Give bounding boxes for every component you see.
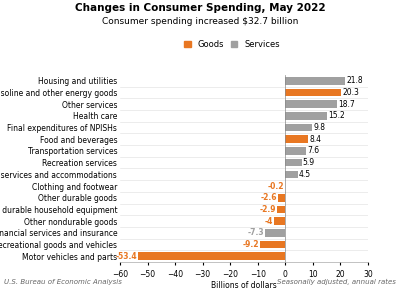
Text: 9.8: 9.8 xyxy=(314,123,326,132)
Bar xyxy=(285,135,308,143)
Text: 7.6: 7.6 xyxy=(307,146,320,156)
X-axis label: Billions of dollars: Billions of dollars xyxy=(211,281,277,288)
Text: 5.9: 5.9 xyxy=(303,158,315,167)
Text: U.S. Bureau of Economic Analysis: U.S. Bureau of Economic Analysis xyxy=(4,279,122,285)
Text: -2.9: -2.9 xyxy=(260,205,276,214)
Bar xyxy=(285,170,298,178)
Text: -53.4: -53.4 xyxy=(116,252,137,261)
Text: Seasonally adjusted, annual rates: Seasonally adjusted, annual rates xyxy=(277,279,396,285)
Bar xyxy=(260,241,285,248)
Text: 15.2: 15.2 xyxy=(328,111,345,120)
Text: Changes in Consumer Spending, May 2022: Changes in Consumer Spending, May 2022 xyxy=(75,3,325,13)
Text: 18.7: 18.7 xyxy=(338,100,355,109)
Text: 4.5: 4.5 xyxy=(299,170,311,179)
Text: -4: -4 xyxy=(265,217,273,226)
Bar xyxy=(138,252,285,260)
Bar xyxy=(274,217,285,225)
Bar xyxy=(278,194,285,202)
Legend: Goods, Services: Goods, Services xyxy=(184,40,280,49)
Text: -0.2: -0.2 xyxy=(267,181,284,191)
Text: -2.6: -2.6 xyxy=(260,193,277,202)
Text: 8.4: 8.4 xyxy=(310,135,322,144)
Bar xyxy=(285,124,312,131)
Text: 21.8: 21.8 xyxy=(346,76,363,85)
Bar xyxy=(285,147,306,155)
Bar xyxy=(277,206,285,213)
Text: -9.2: -9.2 xyxy=(242,240,259,249)
Bar xyxy=(285,100,337,108)
Bar xyxy=(265,229,285,237)
Text: -7.3: -7.3 xyxy=(248,228,264,237)
Bar xyxy=(285,159,302,166)
Text: Consumer spending increased $32.7 billion: Consumer spending increased $32.7 billio… xyxy=(102,17,298,26)
Bar xyxy=(285,112,327,120)
Text: 20.3: 20.3 xyxy=(342,88,359,97)
Bar xyxy=(285,77,346,85)
Bar xyxy=(285,89,341,96)
